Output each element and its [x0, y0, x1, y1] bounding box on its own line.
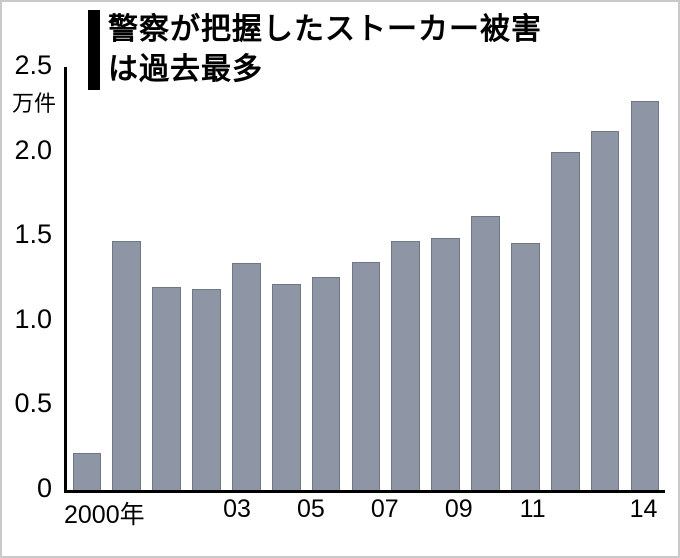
- bar-2008: [391, 241, 421, 490]
- chart-title: 警察が把握したストーカー被害 は過去最多: [88, 10, 542, 90]
- bar-2002: [152, 286, 181, 490]
- bar-2012: [550, 151, 580, 490]
- bar-column-2014: [625, 67, 665, 490]
- x-tick-slot-2003: 03: [219, 495, 256, 525]
- x-tick-label-2009: 09: [444, 495, 473, 523]
- x-tick-label-2014: 14: [629, 495, 658, 523]
- bar-2009: [431, 237, 460, 490]
- bar-2013: [590, 131, 620, 490]
- bar-2000: [72, 452, 102, 490]
- bar-column-2000: [67, 67, 107, 490]
- x-tick-slot-2010: [477, 495, 514, 525]
- x-axis-labels: 2000年 03 05 07 09 11 14: [64, 495, 662, 529]
- y-tick-label-0.5: 0.5: [14, 388, 52, 419]
- bar-2001: [112, 241, 142, 490]
- x-tick-slot-2000: 2000年: [64, 495, 145, 529]
- x-tick-slot-2008: [403, 495, 440, 525]
- bar-2011: [511, 242, 540, 490]
- y-tick-label-1.5: 1.5: [14, 219, 52, 250]
- title-line-1: 警察が把握したストーカー被害: [108, 13, 542, 46]
- y-tick-label-2.5: 2.5: [14, 49, 52, 80]
- x-tick-label-2011: 11: [519, 495, 546, 523]
- x-tick-slot-2013: [588, 495, 625, 525]
- title-line-2: は過去最多: [108, 52, 263, 86]
- title-text: 警察が把握したストーカー被害 は過去最多: [108, 10, 542, 90]
- bar-column-2006: [306, 67, 346, 490]
- bar-column-2013: [585, 67, 625, 490]
- x-tick-label-2005: 05: [297, 495, 325, 523]
- bar-2010: [471, 215, 500, 490]
- y-tick-label-2.0: 2.0: [14, 134, 52, 165]
- bar-column-2009: [426, 67, 466, 490]
- bar-column-2008: [386, 67, 426, 490]
- x-tick-slot-2006: [329, 495, 366, 525]
- bar-column-2002: [147, 67, 187, 490]
- bar-column-2007: [346, 67, 386, 490]
- x-tick-slot-2007: 07: [366, 495, 403, 525]
- x-tick-label-2000: 2000年: [64, 501, 145, 529]
- x-tick-slot-2009: 09: [440, 495, 477, 525]
- bar-2005: [271, 283, 301, 490]
- x-tick-slot-2002: [182, 495, 219, 525]
- x-tick-slot-2011: 11: [514, 495, 551, 525]
- bar-column-2001: [107, 67, 147, 490]
- bar-column-2003: [187, 67, 227, 490]
- bar-2014: [630, 100, 660, 490]
- x-tick-slot-2004: [255, 495, 292, 525]
- bar-2003: [192, 288, 221, 490]
- bar-column-2012: [545, 67, 585, 490]
- x-tick-slot-2014: 14: [625, 495, 662, 525]
- x-tick-slot-2001: [145, 495, 182, 525]
- x-tick-slot-2012: [551, 495, 588, 525]
- bar-2006: [311, 276, 341, 490]
- y-axis-unit-label: 万件: [12, 91, 57, 116]
- bar-column-2005: [266, 67, 306, 490]
- plot-area: [64, 67, 665, 493]
- y-tick-label-1.0: 1.0: [14, 303, 52, 334]
- title-marker-bar: [88, 10, 100, 90]
- bar-column-2011: [505, 67, 545, 490]
- bar-2004: [232, 263, 261, 490]
- x-tick-slot-2005: 05: [292, 495, 329, 525]
- x-tick-label-2003: 03: [223, 495, 251, 523]
- bar-column-2004: [226, 67, 266, 490]
- bar-column-2010: [466, 67, 506, 490]
- y-tick-label-0: 0: [36, 472, 52, 503]
- y-axis-labels: 2.5 2.0 1.5 1.0 0.5 0: [2, 2, 54, 556]
- x-tick-label-2007: 07: [370, 495, 399, 523]
- bar-2007: [351, 261, 381, 490]
